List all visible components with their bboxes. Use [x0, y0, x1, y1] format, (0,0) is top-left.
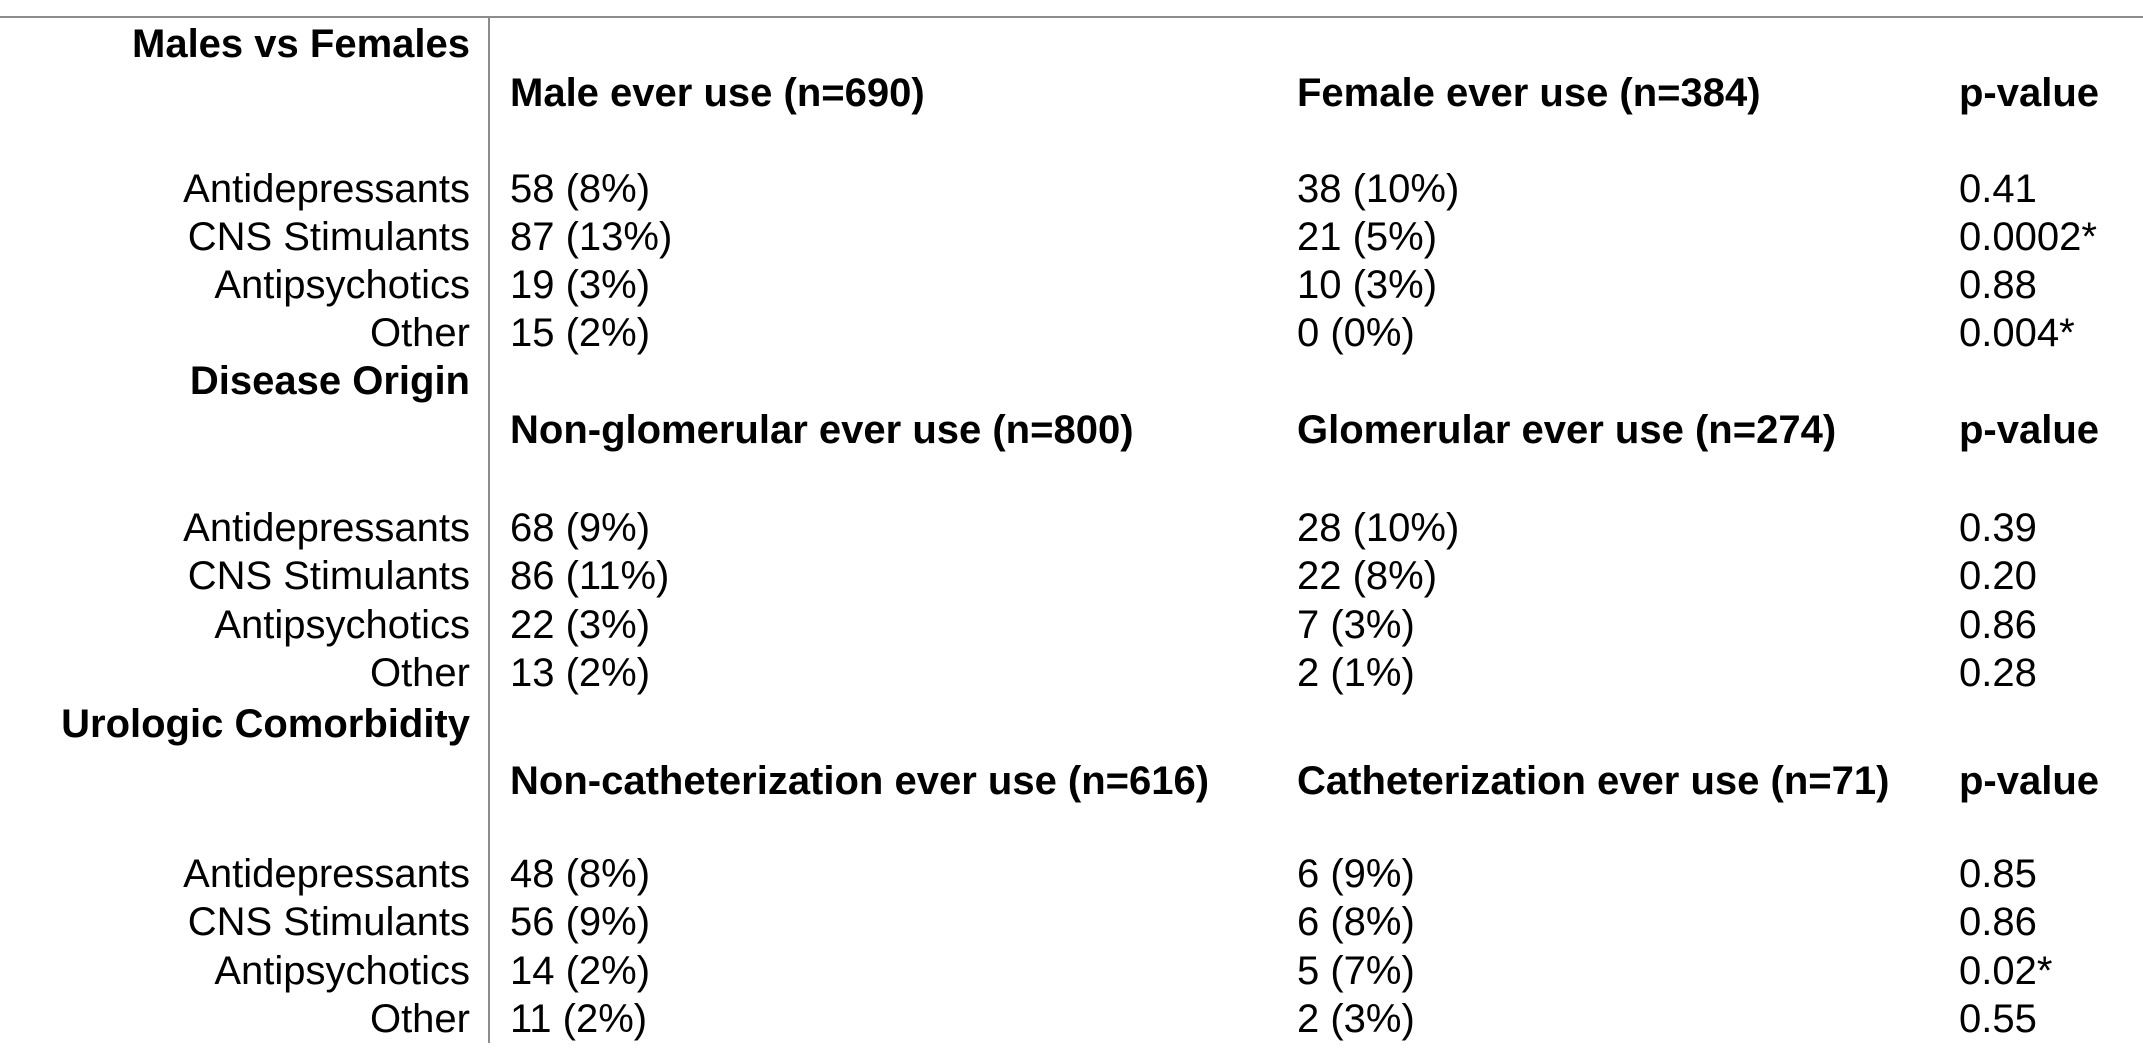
table-cell: 58 (8%): [510, 167, 651, 211]
table-cell: 21 (5%): [1297, 215, 1438, 259]
table-cell: 56 (9%): [510, 900, 651, 944]
section-title: Disease Origin: [189, 359, 470, 403]
row-label: Antidepressants: [183, 167, 470, 211]
table-cell: 14 (2%): [510, 949, 651, 993]
table-cell: 15 (2%): [510, 311, 651, 355]
table-cell: 87 (13%): [510, 215, 673, 259]
table-cell: 28 (10%): [1297, 506, 1460, 550]
table-cell: 7 (3%): [1297, 603, 1415, 647]
column-header: Catheterization ever use (n=71): [1297, 759, 1890, 803]
p-value-cell: 0.004*: [1959, 311, 2075, 355]
table-cell: 22 (3%): [510, 603, 651, 647]
table-cell: 2 (3%): [1297, 997, 1415, 1041]
p-value-cell: 0.55: [1959, 997, 2037, 1041]
p-value-cell: 0.41: [1959, 167, 2037, 211]
table-top-rule: [0, 16, 2143, 18]
column-header: p-value: [1959, 759, 2100, 803]
table-cell: 10 (3%): [1297, 263, 1438, 307]
p-value-cell: 0.0002*: [1959, 215, 2097, 259]
row-label: Other: [369, 651, 470, 695]
row-label: Other: [369, 311, 470, 355]
row-label: CNS Stimulants: [187, 215, 470, 259]
table-cell: 11 (2%): [510, 997, 648, 1041]
p-value-cell: 0.02*: [1959, 949, 2053, 993]
column-header: p-value: [1959, 71, 2100, 115]
table-cell: 5 (7%): [1297, 949, 1415, 993]
table-vertical-rule: [488, 17, 490, 1043]
row-label: Antipsychotics: [214, 263, 470, 307]
column-header: Non-glomerular ever use (n=800): [510, 408, 1134, 452]
column-header: Female ever use (n=384): [1297, 71, 1761, 115]
row-label: CNS Stimulants: [187, 900, 470, 944]
p-value-cell: 0.85: [1959, 852, 2037, 896]
column-header: Non-catheterization ever use (n=616): [510, 759, 1210, 803]
table-cell: 48 (8%): [510, 852, 651, 896]
row-label: Antidepressants: [183, 506, 470, 550]
row-label: Other: [369, 997, 470, 1041]
table-cell: 86 (11%): [510, 554, 670, 598]
table-cell: 68 (9%): [510, 506, 651, 550]
p-value-cell: 0.20: [1959, 554, 2037, 598]
table-cell: 38 (10%): [1297, 167, 1460, 211]
row-label: Antidepressants: [183, 852, 470, 896]
row-label: Antipsychotics: [214, 949, 470, 993]
section-title: Males vs Females: [132, 22, 470, 66]
table-cell: 6 (9%): [1297, 852, 1415, 896]
row-label: CNS Stimulants: [187, 554, 470, 598]
row-label: Antipsychotics: [214, 603, 470, 647]
p-value-cell: 0.86: [1959, 900, 2037, 944]
p-value-cell: 0.86: [1959, 603, 2037, 647]
p-value-cell: 0.28: [1959, 651, 2037, 695]
table-cell: 0 (0%): [1297, 311, 1415, 355]
column-header: Glomerular ever use (n=274): [1297, 408, 1837, 452]
table-cell: 2 (1%): [1297, 651, 1415, 695]
p-value-cell: 0.88: [1959, 263, 2037, 307]
p-value-cell: 0.39: [1959, 506, 2037, 550]
table-cell: 6 (8%): [1297, 900, 1415, 944]
table-cell: 22 (8%): [1297, 554, 1438, 598]
section-title: Urologic Comorbidity: [61, 702, 470, 746]
column-header: Male ever use (n=690): [510, 71, 925, 115]
table-cell: 13 (2%): [510, 651, 651, 695]
column-header: p-value: [1959, 408, 2100, 452]
table-cell: 19 (3%): [510, 263, 651, 307]
